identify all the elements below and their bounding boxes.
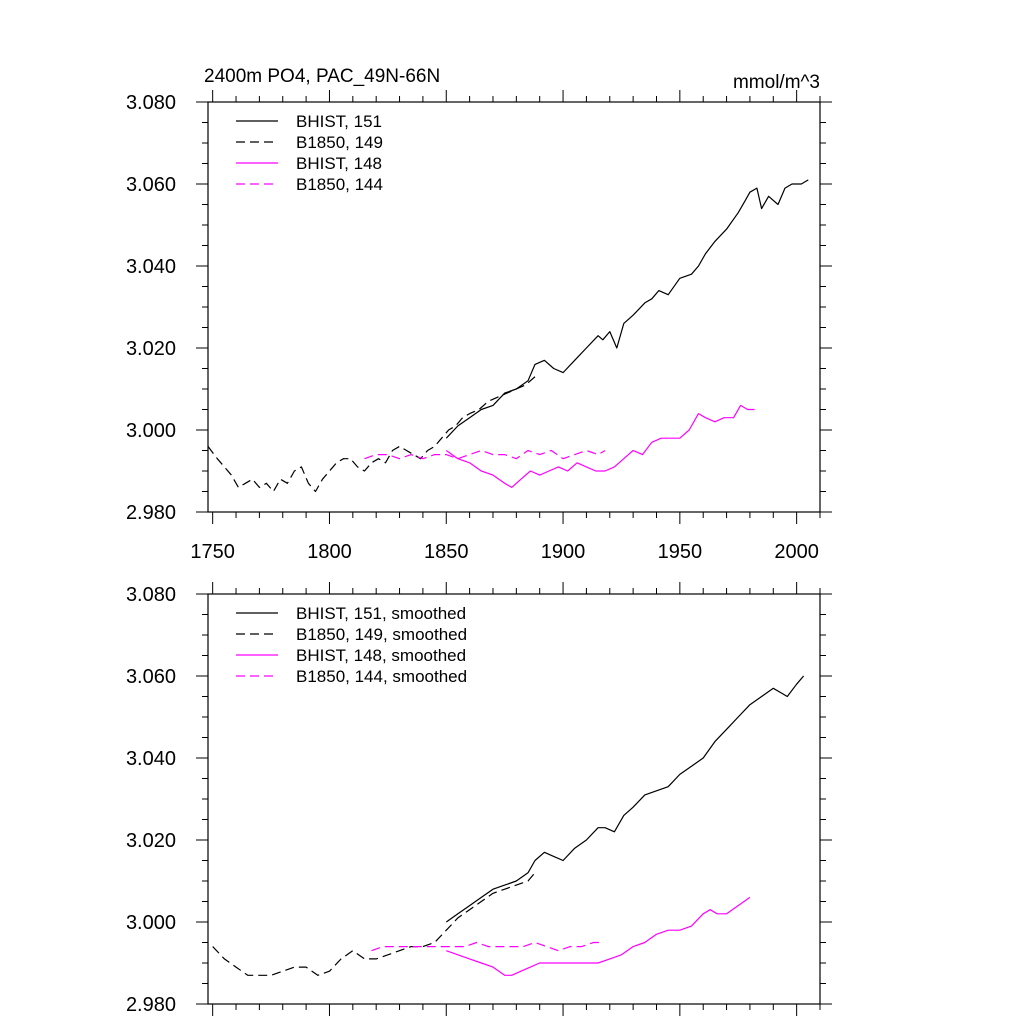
legend-label: BHIST, 148, smoothed bbox=[296, 646, 466, 665]
y-tick-label: 2.980 bbox=[126, 994, 176, 1016]
series-line bbox=[371, 941, 603, 952]
series-line bbox=[207, 376, 536, 493]
y-tick-label: 3.020 bbox=[126, 830, 176, 852]
y-tick-label: 3.000 bbox=[126, 420, 176, 442]
bottom-panel-axes: 2.980 3.000 3.020 3.040 3.060 3.080 bbox=[126, 582, 832, 1016]
chart-title: 2400m PO4, PAC_49N-66N bbox=[204, 66, 440, 87]
top-panel-series bbox=[207, 179, 809, 493]
x-tick-label: 1900 bbox=[541, 541, 586, 563]
top-panel-axes: 1750 1800 1850 1900 1950 2000 2.980 3.000 3.020 3… bbox=[126, 90, 832, 563]
series-line bbox=[212, 872, 536, 976]
series-line bbox=[445, 675, 805, 923]
legend-label: B1850, 149, smoothed bbox=[296, 625, 467, 644]
y-tick-label: 3.060 bbox=[126, 174, 176, 196]
y-tick-label: 3.000 bbox=[126, 912, 176, 934]
y-tick-label: 3.020 bbox=[126, 338, 176, 360]
y-tick-label: 3.080 bbox=[126, 92, 176, 114]
legend-label: B1850, 144 bbox=[296, 175, 383, 194]
x-tick-label: 1850 bbox=[424, 541, 469, 563]
legend-label: B1850, 149 bbox=[296, 133, 383, 152]
series-line bbox=[445, 404, 755, 488]
y-tick-label: 3.040 bbox=[126, 748, 176, 770]
series-line bbox=[446, 896, 751, 976]
legend-label: B1850, 144, smoothed bbox=[296, 667, 467, 686]
series-line bbox=[445, 179, 809, 439]
top-panel-legend: BHIST, 151 B1850, 149 BHIST, 148 B1850, 144 bbox=[236, 112, 383, 194]
y-tick-label: 3.040 bbox=[126, 256, 176, 278]
legend-label: BHIST, 151, smoothed bbox=[296, 604, 466, 623]
series-line bbox=[364, 449, 606, 460]
legend-label: BHIST, 148 bbox=[296, 154, 382, 173]
bottom-panel-series bbox=[212, 675, 805, 976]
x-tick-label: 1950 bbox=[658, 541, 703, 563]
bottom-panel: 2.980 3.000 3.020 3.040 3.060 3.080 BHIST, 15… bbox=[126, 582, 832, 1016]
y-tick-label: 2.980 bbox=[126, 502, 176, 524]
x-tick-label: 2000 bbox=[774, 541, 819, 563]
bottom-panel-legend: BHIST, 151, smoothed B1850, 149, smoothed… bbox=[236, 604, 467, 686]
units-label: mmol/m^3 bbox=[733, 72, 820, 93]
y-tick-label: 3.080 bbox=[126, 584, 176, 606]
top-panel: 2400m PO4, PAC_49N-66N mmol/m^3 1750 1800… bbox=[126, 66, 832, 563]
y-tick-label: 3.060 bbox=[126, 666, 176, 688]
x-tick-label: 1750 bbox=[190, 541, 235, 563]
x-tick-label: 1800 bbox=[307, 541, 352, 563]
legend-label: BHIST, 151 bbox=[296, 112, 382, 131]
